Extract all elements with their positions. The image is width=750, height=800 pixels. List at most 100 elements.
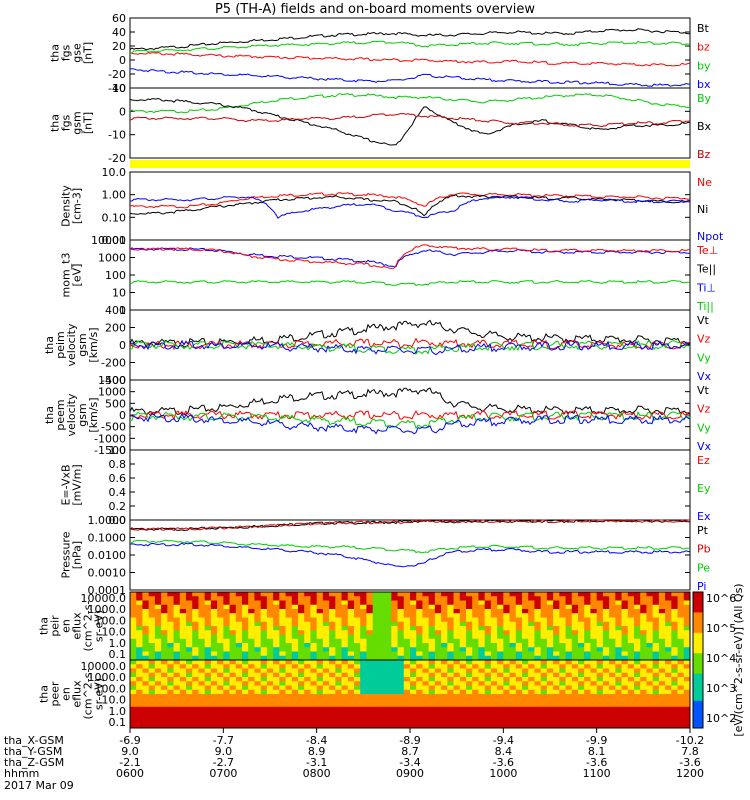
spec-cell [602, 677, 610, 682]
spec-cell [142, 723, 150, 729]
spec-cell [273, 604, 280, 610]
spec-cell [310, 660, 318, 665]
spec-cell [609, 711, 616, 716]
spec-cell [279, 668, 287, 674]
x-tick-label: -8.9 [399, 734, 420, 747]
spec-cell [565, 655, 573, 661]
spec-cell [453, 655, 461, 661]
spec-cell [291, 706, 299, 712]
spec-cell [590, 702, 598, 708]
spec-cell [540, 719, 548, 725]
spec-cell [354, 660, 361, 665]
spec-cell [229, 715, 237, 720]
spec-cell [571, 647, 579, 652]
spec-cell [354, 651, 361, 657]
spec-cell [192, 681, 199, 686]
spec-cell [665, 647, 672, 652]
spec-cell [578, 651, 585, 657]
spec-cell [615, 638, 623, 644]
spec-cell [347, 677, 355, 682]
spec-cell [198, 698, 206, 703]
spec-cell [161, 592, 168, 597]
spec-cell [154, 651, 162, 657]
spec-cell [472, 655, 479, 661]
spec-cell [260, 711, 268, 716]
spec-cell [466, 651, 473, 657]
spec-cell [634, 668, 641, 674]
spec-cell [148, 698, 156, 703]
spec-cell [322, 681, 330, 686]
spec-cell [658, 617, 666, 623]
spec-cell [584, 613, 591, 618]
spec-cell [658, 600, 666, 606]
spec-cell [154, 723, 162, 729]
spec-cell [677, 655, 685, 661]
spec-cell [385, 668, 392, 674]
spec-cell [490, 681, 498, 686]
spec-cell [434, 694, 442, 699]
spec-cell [242, 617, 249, 623]
spec-cell [310, 668, 318, 674]
spec-cell [260, 596, 268, 601]
spec-cell [210, 596, 218, 601]
spec-cell [354, 600, 361, 606]
spec-cell [453, 694, 461, 699]
spec-cell [453, 706, 461, 712]
spec-cell [186, 702, 193, 708]
spec-cell [478, 677, 486, 682]
spec-cell [640, 698, 647, 703]
spec-cell [497, 596, 504, 601]
spec-cell [298, 613, 305, 618]
spec-cell [590, 685, 598, 691]
spec-cell [590, 596, 598, 601]
legend-entry: By [697, 92, 712, 105]
spec-cell [347, 702, 355, 708]
spec-cell [472, 681, 479, 686]
spec-cell [192, 655, 199, 661]
colorbar-cell [693, 660, 703, 663]
spec-cell [341, 626, 349, 631]
spec-cell [273, 668, 280, 674]
spec-cell [242, 638, 249, 644]
spec-cell [497, 698, 504, 703]
spec-cell [173, 677, 181, 682]
spec-cell [634, 706, 641, 712]
spec-cell [571, 626, 579, 631]
spec-cell [285, 711, 293, 716]
spec-cell [472, 613, 479, 618]
y-axis-label: [cm-3] [71, 188, 84, 224]
spec-cell [148, 655, 156, 661]
colorbar-cell [693, 648, 703, 652]
spec-cell [217, 689, 224, 695]
spec-cell [472, 600, 479, 606]
spec-cell [378, 613, 386, 618]
spec-cell [540, 600, 548, 606]
spec-cell [428, 596, 436, 601]
spec-cell [217, 596, 224, 601]
spec-cell [142, 672, 150, 678]
spec-cell [441, 685, 448, 691]
spec-cell [646, 668, 654, 674]
spec-cell [372, 715, 380, 720]
spec-cell [578, 723, 585, 729]
spec-cell [434, 723, 442, 729]
spec-cell [254, 689, 262, 695]
y-tick-label: 0.8 [109, 458, 127, 471]
spec-cell [652, 668, 660, 674]
spec-cell [615, 626, 623, 631]
y-tick-label: 10.0 [102, 166, 127, 179]
spec-cell [310, 621, 318, 627]
spec-cell [248, 638, 255, 644]
spec-cell [466, 634, 473, 640]
spec-cell [683, 592, 691, 597]
spec-cell [329, 634, 336, 640]
spec-cell [161, 626, 168, 631]
spec-cell [441, 592, 448, 597]
spec-cell [665, 592, 672, 597]
spec-cell [316, 672, 324, 678]
spec-cell [615, 711, 623, 716]
spec-cell [391, 592, 399, 597]
spec-cell [503, 677, 511, 682]
spec-cell [372, 634, 380, 640]
spec-cell [459, 719, 467, 725]
